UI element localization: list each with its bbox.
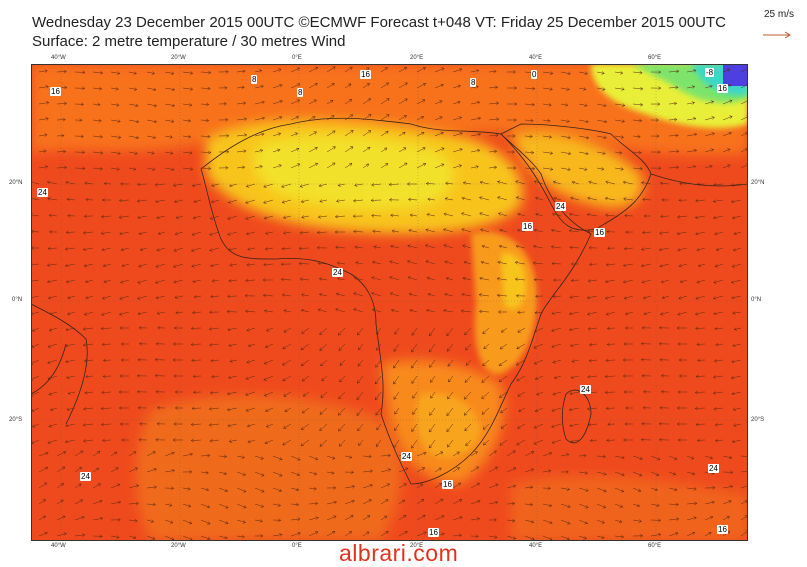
wind-scale-label: 25 m/s	[764, 9, 794, 20]
top-axis-label: 0°E	[292, 55, 302, 61]
contour-label: 24	[708, 464, 719, 473]
contour-label: 0	[531, 70, 537, 79]
right-axis-label: 0°N	[751, 297, 761, 303]
bottom-axis-label: 0°E	[292, 543, 302, 549]
bottom-axis-label: 20°W	[171, 543, 186, 549]
contour-label: 16	[522, 222, 533, 231]
contour-label: 24	[555, 202, 566, 211]
bottom-axis-label: 60°E	[648, 543, 661, 549]
contour-label: 16	[717, 84, 728, 93]
top-axis-label: 40°W	[51, 55, 66, 61]
wind-scale-arrow-icon	[762, 30, 792, 40]
top-axis-label: 40°E	[529, 55, 542, 61]
contour-label: 24	[580, 385, 591, 394]
bottom-axis-label: 40°W	[51, 543, 66, 549]
contour-label: 16	[594, 228, 605, 237]
contour-label: 24	[401, 452, 412, 461]
contour-label: 16	[428, 528, 439, 537]
contour-label: 8	[297, 88, 303, 97]
map-subtitle: Surface: 2 metre temperature / 30 metres…	[32, 33, 345, 50]
top-axis-label: 20°E	[410, 55, 423, 61]
contour-label: 16	[360, 70, 371, 79]
bottom-axis-label: 40°E	[529, 543, 542, 549]
contour-label: 24	[80, 472, 91, 481]
right-axis-label: 20°N	[751, 180, 764, 186]
contour-label: 8	[470, 78, 476, 87]
contour-label: 24	[332, 268, 343, 277]
contour-label: -8	[705, 68, 714, 77]
temperature-field	[31, 64, 748, 541]
contour-label: 16	[717, 525, 728, 534]
site-watermark: albrari.com	[339, 540, 458, 567]
contour-label: 8	[251, 75, 257, 84]
temperature-wind-map	[31, 64, 748, 541]
left-axis-label: 20°S	[9, 417, 22, 423]
top-axis-label: 60°E	[648, 55, 661, 61]
top-axis-label: 20°W	[171, 55, 186, 61]
map-title: Wednesday 23 December 2015 00UTC ©ECMWF …	[32, 14, 726, 31]
contour-label: 16	[442, 480, 453, 489]
contour-label: 24	[37, 188, 48, 197]
right-axis-label: 20°S	[751, 417, 764, 423]
left-axis-label: 20°N	[9, 180, 22, 186]
contour-label: 16	[50, 87, 61, 96]
left-axis-label: 0°N	[12, 297, 22, 303]
